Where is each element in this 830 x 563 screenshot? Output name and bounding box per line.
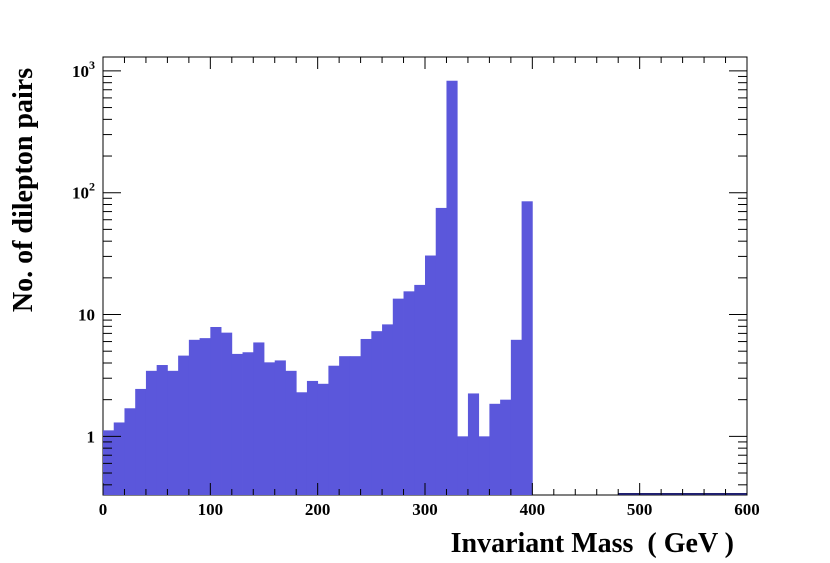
histogram-bar bbox=[414, 284, 426, 495]
histogram-bar bbox=[188, 339, 200, 495]
histogram-bar bbox=[103, 430, 115, 495]
y-tick-label: 10 bbox=[78, 306, 95, 325]
histogram-bar bbox=[382, 324, 394, 495]
histogram-bar bbox=[317, 383, 329, 495]
histogram-bar bbox=[296, 392, 308, 495]
histogram-bar bbox=[274, 360, 286, 495]
histogram-bar bbox=[339, 356, 351, 495]
histogram-bar bbox=[328, 365, 340, 495]
histogram-bar bbox=[371, 331, 383, 495]
bars-group bbox=[103, 80, 747, 496]
x-tick-label: 100 bbox=[198, 500, 224, 519]
histogram-bar bbox=[478, 436, 490, 495]
histogram-bar bbox=[360, 338, 372, 495]
histogram-bar bbox=[264, 362, 276, 495]
histogram-bar bbox=[467, 393, 480, 495]
histogram-bar bbox=[457, 436, 469, 495]
histogram-bar bbox=[521, 201, 533, 495]
y-tick-label: 102 bbox=[72, 180, 95, 203]
histogram-bar bbox=[403, 291, 415, 495]
histogram-bar bbox=[113, 422, 125, 495]
histogram-bar bbox=[145, 370, 158, 495]
x-tick-label: 200 bbox=[305, 500, 331, 519]
y-tick-label: 1 bbox=[87, 427, 96, 446]
histogram-bar bbox=[199, 338, 211, 495]
histogram-bar bbox=[178, 355, 190, 495]
histogram-bar bbox=[124, 408, 136, 495]
histogram-bar bbox=[435, 207, 447, 495]
histogram-bar bbox=[500, 399, 512, 495]
histogram-bar bbox=[425, 255, 437, 495]
histogram-bar bbox=[285, 370, 297, 495]
histogram-bar bbox=[242, 352, 254, 495]
histogram-bar bbox=[306, 380, 319, 495]
histogram-bar bbox=[135, 388, 147, 495]
histogram-bar bbox=[349, 356, 361, 495]
histogram-bar bbox=[489, 403, 501, 495]
x-tick-label: 0 bbox=[99, 500, 108, 519]
histogram-bar bbox=[253, 342, 265, 495]
y-axis-title: No. of dilepton pairs bbox=[8, 68, 39, 312]
x-tick-label: 400 bbox=[520, 500, 546, 519]
histogram-bar bbox=[446, 80, 458, 496]
x-axis-title: Invariant Mass ( GeV ) bbox=[451, 528, 734, 559]
histogram-bar bbox=[231, 353, 243, 495]
x-tick-label: 500 bbox=[627, 500, 653, 519]
histogram-bar bbox=[167, 370, 179, 495]
x-tick-label: 600 bbox=[734, 500, 760, 519]
histogram-bar bbox=[156, 365, 168, 495]
x-tick-label: 300 bbox=[412, 500, 438, 519]
histogram-bar bbox=[510, 339, 522, 495]
histogram-bar bbox=[392, 298, 404, 495]
histogram-bar bbox=[221, 332, 233, 495]
y-tick-label: 103 bbox=[72, 58, 95, 81]
histogram-bar bbox=[210, 326, 222, 495]
x-axis-ticks: 0 100 200 300 400 500 600 bbox=[99, 57, 760, 519]
